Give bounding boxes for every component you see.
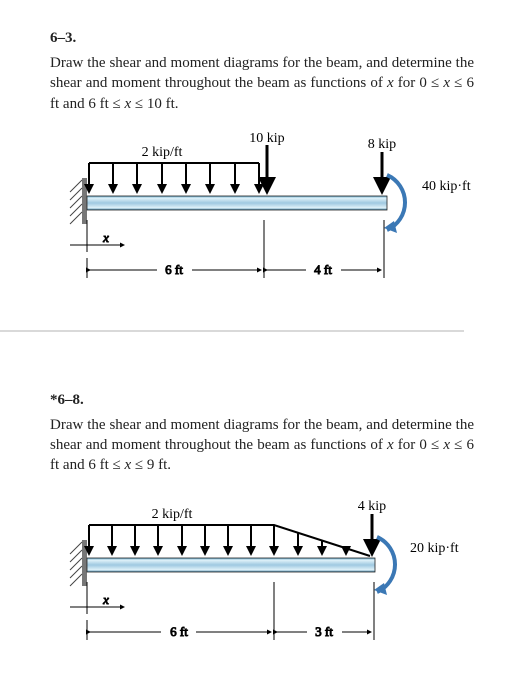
x-dimension-icon-2: x xyxy=(70,582,124,614)
svg-text:6 ft: 6 ft xyxy=(170,624,188,639)
svg-text:6 ft: 6 ft xyxy=(165,262,183,277)
p1-var1: x xyxy=(387,75,394,91)
fixed-support-icon-2 xyxy=(70,540,87,586)
svg-text:40 kip·ft: 40 kip·ft xyxy=(422,179,471,194)
problem-number-2: *6–8. xyxy=(50,392,474,409)
svg-text:20 kip·ft: 20 kip·ft xyxy=(410,541,459,556)
dist-load-label-2: 2 kip/ft xyxy=(152,507,193,522)
x-dimension-icon: x xyxy=(70,220,124,252)
span-dimensions-icon: 6 ft 4 ft xyxy=(87,220,384,278)
p2-t2: for 0 ≤ xyxy=(394,437,444,453)
span-dimensions-icon-2: 6 ft 3 ft xyxy=(87,582,374,640)
svg-text:8 kip: 8 kip xyxy=(368,137,396,152)
point-load-4kip-icon: 4 kip xyxy=(358,499,386,554)
beam-figure-2: 2 kip/ft 4 kip 20 kip·ft x xyxy=(50,492,474,652)
p2-var1: x xyxy=(387,437,394,453)
p2-t4: ≤ 9 ft. xyxy=(131,457,171,473)
distributed-load-icon-2 xyxy=(89,525,370,556)
p1-t4: ≤ 10 ft. xyxy=(131,96,178,112)
problem-number-1: 6–3. xyxy=(50,30,474,47)
svg-text:4 ft: 4 ft xyxy=(314,262,332,277)
moment-arrow-icon-2: 20 kip·ft xyxy=(374,537,459,595)
svg-text:10 kip: 10 kip xyxy=(249,131,284,146)
beam-figure-1: 2 kip/ft 10 kip 8 kip 40 kip·ft x xyxy=(50,130,474,290)
svg-text:x: x xyxy=(102,592,109,607)
problem-text-1: Draw the shear and moment diagrams for t… xyxy=(50,53,474,114)
dist-load-label-1: 2 kip/ft xyxy=(142,145,183,160)
point-load-10kip-icon: 10 kip xyxy=(249,131,284,192)
svg-text:3 ft: 3 ft xyxy=(315,624,333,639)
p1-t2: for 0 ≤ xyxy=(394,75,444,91)
svg-text:x: x xyxy=(102,230,109,245)
problem-text-2: Draw the shear and moment diagrams for t… xyxy=(50,415,474,476)
beam-icon-2 xyxy=(87,558,375,572)
distributed-load-icon xyxy=(89,163,259,192)
svg-text:4 kip: 4 kip xyxy=(358,499,386,514)
moment-arrow-icon-1: 40 kip·ft xyxy=(384,175,471,233)
beam-icon xyxy=(87,196,387,210)
point-load-8kip-icon: 8 kip xyxy=(368,137,396,192)
fixed-support-icon xyxy=(70,178,87,224)
